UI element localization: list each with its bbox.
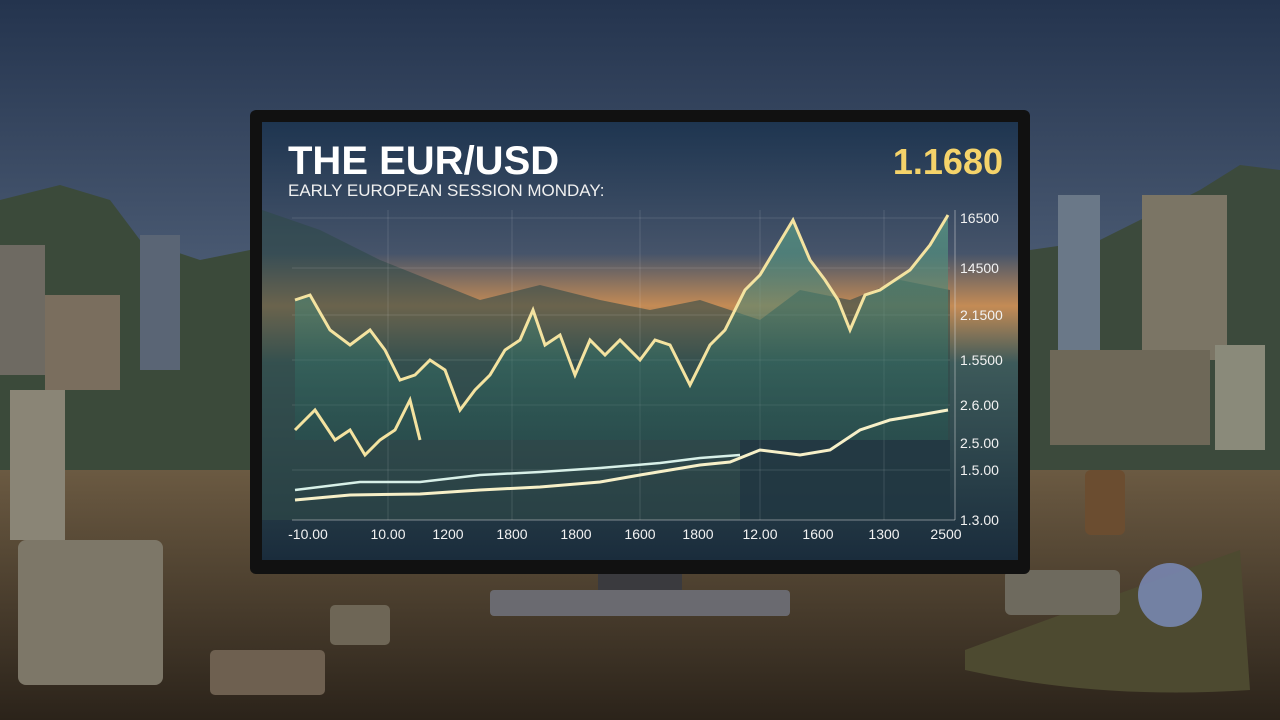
x-label: 1600 [624,526,655,542]
line-flat [294,453,741,492]
x-label: 1800 [560,526,591,542]
x-label: 1200 [432,526,463,542]
line-upper [294,214,950,414]
x-labels: -10.00 10.00 1200 1800 1800 1600 1800 12.00 1600… [288,526,962,542]
x-label: 1800 [496,526,527,542]
stone [330,605,390,645]
building [0,245,45,375]
y-label: 14500 [960,260,999,276]
ruin [1142,195,1227,360]
y-label: 2.1500 [960,307,1003,323]
y-labels: 16500 14500 2.1500 1.5500 2.6.00 2.5.00 1.5.00… [960,210,1003,528]
x-label: 10.00 [370,526,405,542]
stone [1215,345,1265,450]
barrel [1085,470,1125,535]
ruin [1050,350,1210,445]
logo [1138,563,1202,627]
tower [140,235,180,370]
monitor-base [490,590,790,616]
line-lower [294,408,949,502]
y-label: 16500 [960,210,999,226]
y-label: 1.5.00 [960,462,999,478]
x-label: 1300 [868,526,899,542]
price: 1.1680 [893,141,1003,182]
x-label: 12.00 [742,526,777,542]
y-label: 2.6.00 [960,397,999,413]
y-label: 1.5500 [960,352,1003,368]
y-label: 2.5.00 [960,435,999,451]
stone [10,390,65,540]
y-label: 1.3.00 [960,512,999,528]
x-label: 2500 [930,526,961,542]
stone [1005,570,1120,615]
stone [210,650,325,695]
stone [18,540,163,685]
subtitle: EARLY EUROPEAN SESSION MONDAY: [288,181,604,200]
x-label: 1800 [682,526,713,542]
tower [1058,195,1100,355]
x-label: 1600 [802,526,833,542]
x-label: -10.00 [288,526,328,542]
monitor-neck [598,570,682,592]
area [295,215,948,440]
line-left [293,395,422,458]
building [45,295,120,390]
title: THE EUR/USD [288,139,559,183]
